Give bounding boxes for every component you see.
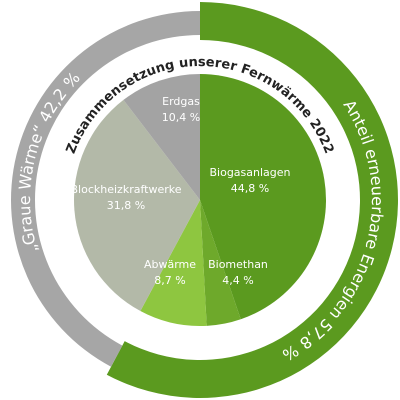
- slice-label: Abwärme 8,7 %: [144, 258, 196, 287]
- pie-slice: [140, 200, 207, 326]
- slice-value: 10,4 %: [162, 111, 200, 124]
- pie-slice: [200, 74, 327, 320]
- slice-value: 4,4 %: [222, 274, 253, 287]
- ring-segment: [106, 2, 398, 398]
- slice-name: Erdgas: [162, 95, 200, 108]
- pie-slice: [74, 99, 200, 312]
- slice-value: 44,8 %: [231, 182, 269, 195]
- slice-value: 8,7 %: [154, 274, 185, 287]
- ring-segment: [11, 11, 200, 367]
- slice-value: 31,8 %: [107, 199, 145, 212]
- slice-name: Blockheizkraftwerke: [71, 183, 182, 196]
- pie-slice: [123, 74, 200, 200]
- pie-slice: [200, 200, 241, 326]
- slice-label: Blockheizkraftwerke 31,8 %: [71, 183, 182, 212]
- slice-label: Biogasanlagen 44,8 %: [209, 166, 290, 195]
- ring-label: „Graue Wärme“42,2 %: [15, 68, 84, 255]
- slice-name: Biomethan: [208, 258, 268, 271]
- slice-label: Biomethan 4,4 %: [208, 258, 268, 287]
- slice-label: Erdgas 10,4 %: [162, 95, 200, 124]
- slice-name: Biogasanlagen: [209, 166, 290, 179]
- slice-name: Abwärme: [144, 258, 196, 271]
- ring-text: „Graue Wärme“42,2 %: [15, 68, 84, 255]
